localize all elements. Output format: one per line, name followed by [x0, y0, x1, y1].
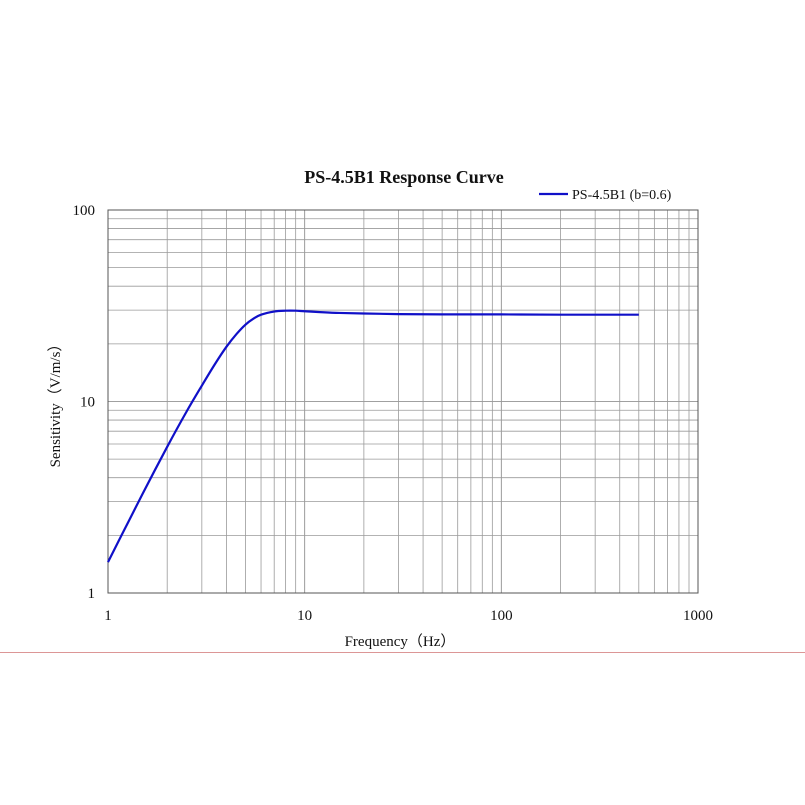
y-tick-labels: 1 10 100: [73, 203, 96, 602]
plot-frame: [107, 209, 699, 594]
x-tick-label: 100: [490, 608, 513, 624]
grid: [107, 209, 699, 594]
x-axis-label: Frequency（Hz）: [345, 633, 456, 650]
x-tick-label: 1000: [683, 608, 713, 624]
page-divider: [0, 652, 805, 653]
series-line-ps-4-5b1: [107, 309, 639, 563]
x-tick-label: 10: [297, 608, 312, 624]
x-tick-labels: 1 10 100 1000: [104, 608, 713, 624]
y-tick-label: 10: [80, 395, 95, 411]
legend-label: PS-4.5B1 (b=0.6): [572, 188, 672, 203]
y-axis-label: Sensitivity（V/m/s）: [47, 337, 64, 468]
chart-title: PS-4.5B1 Response Curve: [304, 167, 504, 187]
legend: PS-4.5B1 (b=0.6): [539, 188, 672, 203]
x-tick-label: 1: [104, 608, 112, 624]
y-tick-label: 100: [73, 203, 96, 219]
y-tick-label: 1: [88, 586, 96, 602]
